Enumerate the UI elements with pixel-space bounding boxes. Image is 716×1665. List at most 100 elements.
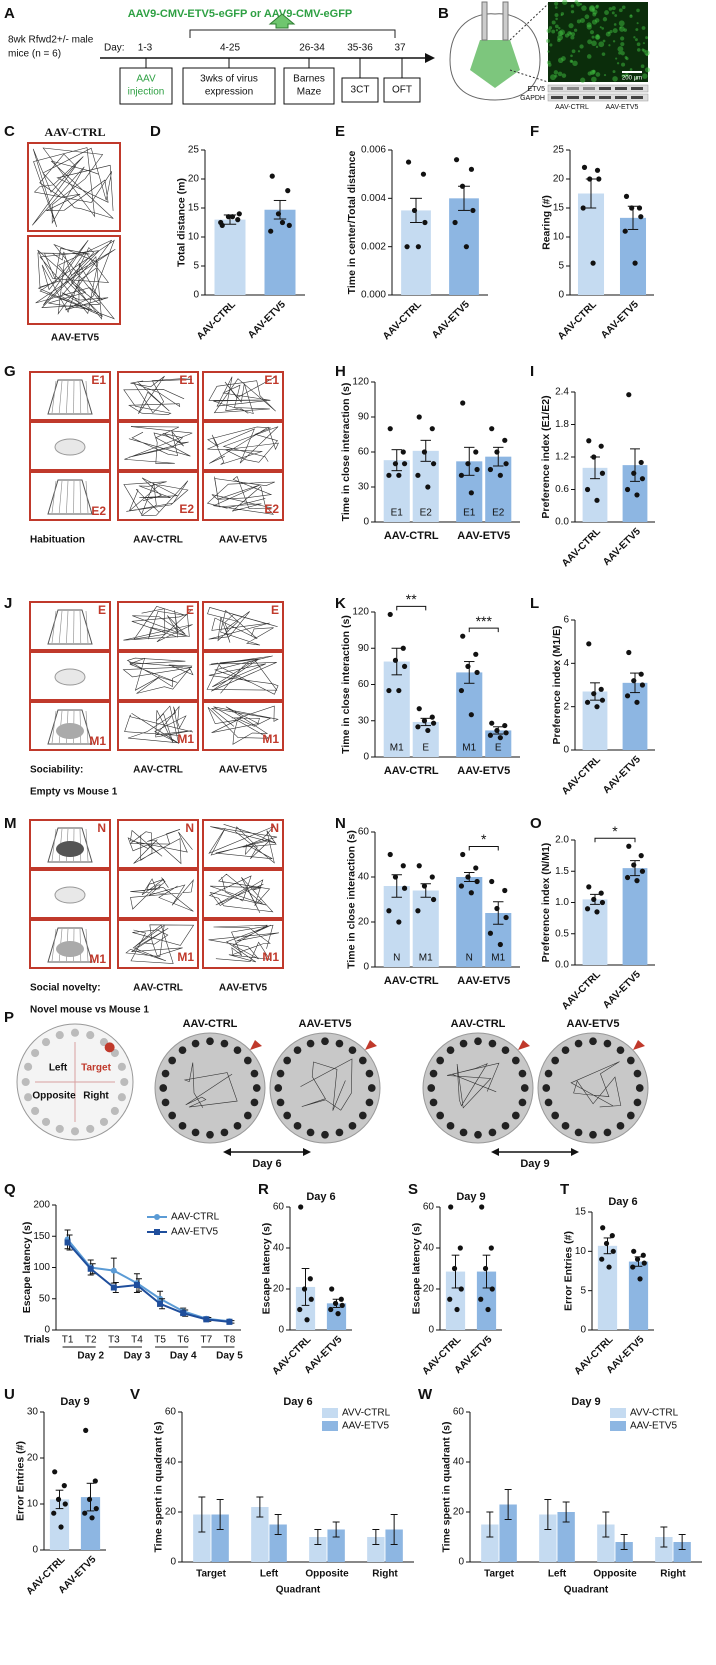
data-point	[502, 722, 508, 729]
fluorescence	[633, 36, 636, 39]
y-tick-label: 0.0	[555, 960, 569, 971]
label: M1	[177, 732, 194, 746]
fluorescence	[601, 52, 606, 56]
x-tick-label: AAV-ETV5	[430, 299, 472, 341]
arrow	[268, 13, 296, 29]
label: AAV-ETV5	[219, 535, 268, 546]
data-point	[286, 222, 292, 228]
data-point	[304, 1317, 310, 1323]
cage-bar	[58, 380, 63, 414]
fluorescence	[619, 26, 622, 29]
maze-hole	[488, 1039, 497, 1048]
label: M1	[262, 950, 279, 964]
panel-letter: H	[335, 363, 346, 380]
data-point	[468, 712, 474, 718]
fluorescence	[558, 57, 564, 63]
y-tick-label: 5	[558, 261, 564, 272]
data-point	[268, 228, 274, 234]
maze-hole	[427, 1084, 436, 1092]
fluorescence	[620, 36, 625, 41]
arena-frame	[117, 869, 199, 919]
data-point	[468, 890, 474, 896]
label: OFT	[392, 85, 412, 96]
y-axis-label: Total distance (m)	[176, 178, 188, 267]
data-point	[465, 461, 471, 467]
fluorescence	[644, 67, 650, 73]
data-point	[93, 1506, 99, 1512]
data-point	[581, 164, 588, 170]
data-point	[401, 461, 408, 467]
fluorescence	[599, 26, 602, 29]
step-box	[182, 67, 276, 105]
y-tick-label: 120	[352, 377, 369, 388]
group-label: AAV-ETV5	[457, 975, 510, 987]
fluorescence	[611, 11, 615, 15]
maze-hole	[474, 1130, 482, 1139]
track	[207, 607, 278, 646]
bar	[251, 1507, 269, 1562]
day-label: Day 3	[124, 1351, 151, 1362]
legend-label: AAV-ETV5	[171, 1227, 218, 1238]
caged-mouse	[56, 723, 84, 739]
label: E2	[264, 502, 279, 516]
fluorescence	[580, 18, 585, 24]
fluorescence	[636, 42, 641, 47]
data-point	[474, 466, 480, 473]
maze-hole	[321, 1037, 329, 1046]
y-axis-label: Escape latency (s)	[21, 1222, 33, 1314]
day-label: Day 4	[170, 1351, 197, 1362]
maze-hole	[178, 1121, 187, 1130]
label: AAV-ETV5	[219, 983, 268, 994]
label: 3CT	[351, 85, 370, 96]
maze-hole	[348, 1046, 357, 1055]
maze-hole	[367, 1084, 376, 1092]
maze-hole	[24, 1093, 33, 1102]
label: N	[270, 821, 279, 835]
maze-hole	[603, 1128, 612, 1137]
panel-letter: V	[130, 1386, 140, 1403]
maze-hole	[335, 1039, 344, 1048]
marker	[87, 1265, 94, 1272]
fluorescence	[598, 41, 605, 48]
target-hole	[104, 1042, 115, 1053]
maze-hole	[70, 1028, 80, 1037]
data-point	[473, 865, 479, 871]
maze-hole	[626, 1111, 635, 1120]
x-tick-label: Left	[548, 1569, 567, 1580]
blot	[547, 84, 649, 93]
maze-hole	[429, 1069, 438, 1078]
fluorescence	[587, 39, 592, 45]
x-tick-label: AAV-ETV5	[601, 754, 643, 796]
bar	[499, 1504, 517, 1562]
y-tick-label: 120	[352, 607, 369, 618]
data-point	[584, 486, 591, 493]
sig-bracket	[594, 837, 636, 843]
data-point	[580, 205, 586, 211]
maze-hole	[250, 1069, 259, 1078]
maze-hole	[117, 1062, 126, 1071]
bar	[539, 1514, 557, 1562]
sig-bracket	[468, 627, 499, 633]
data-point	[474, 878, 480, 885]
fluorescence	[641, 26, 646, 30]
maze-hole	[24, 1062, 33, 1071]
data-point	[610, 1248, 616, 1254]
fluorescence	[645, 36, 649, 40]
cage-bar	[51, 928, 57, 962]
y-axis-label: Time in close interaction (s)	[346, 830, 358, 969]
data-point	[235, 217, 241, 223]
chart-title: Day 9	[60, 1396, 89, 1408]
data-point	[452, 219, 458, 226]
label: Barnes	[293, 74, 325, 85]
y-tick-label: 0	[32, 1545, 38, 1556]
data-point	[460, 400, 466, 406]
fluorescence	[612, 40, 616, 43]
x-tick-label: Left	[260, 1569, 279, 1580]
label: 8wk Rfwd2+/- male	[8, 35, 94, 46]
data-point	[422, 219, 428, 226]
data-point	[598, 686, 604, 692]
bar-label: E	[495, 743, 502, 754]
bar	[214, 219, 246, 295]
data-point	[497, 735, 503, 741]
maze	[537, 1032, 649, 1144]
